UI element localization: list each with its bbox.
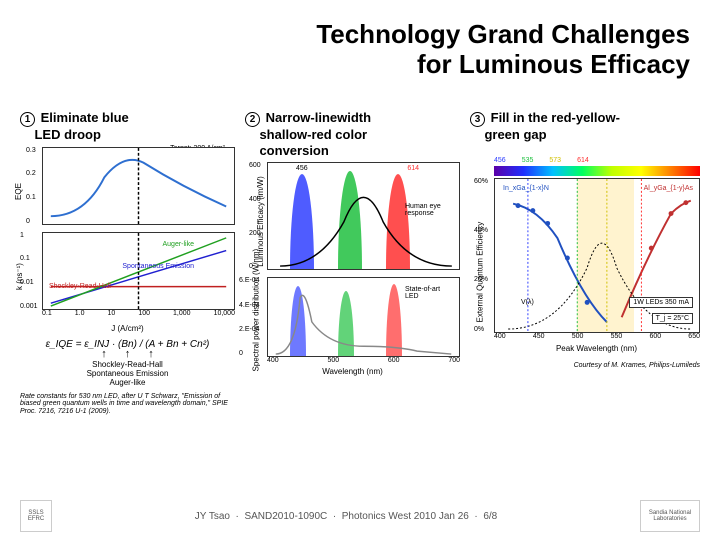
spectrum-bar (494, 166, 700, 176)
eqe-curve (43, 148, 234, 224)
col-3: 3 Fill in the red-yellow- green gap 456 … (470, 110, 700, 416)
footer-center: JY Tsao · SAND2010-1090C · Photonics Wes… (52, 511, 640, 522)
col3-yticks: 0% 20% 40% 60% (474, 178, 488, 333)
content-row: 1 Eliminate blue LED droop Target: 200 A… (20, 110, 700, 416)
col-2: 2 Narrow-linewidth shallow-red color con… (245, 110, 460, 416)
col1-bot-yticks: 1 0.1 0.01 0.001 (20, 232, 38, 310)
title-line-1: Technology Grand Challenges (316, 19, 690, 49)
col1-top-chart: Target: 200 A/cm² EQE 0.3 0.2 0.1 0 (20, 147, 235, 232)
footer: SSLS EFRC JY Tsao · SAND2010-1090C · Pho… (20, 500, 700, 532)
col2-bot-chart: Spectral power distribution (W/nm) State… (245, 277, 460, 372)
logo-sandia: Sandia National Laboratories (640, 500, 700, 532)
spont-label: Spontaneous Emission (122, 263, 194, 270)
col1-top-yticks: 0.3 0.2 0.1 0 (26, 147, 36, 225)
auger-label: Auger-like (162, 241, 194, 248)
col2-xticks: 400 500 600 700 (267, 357, 460, 364)
col1-bot-chart: k (ns⁻¹) Shockley-Read-Hall Spontaneous … (20, 232, 235, 317)
col-1: 1 Eliminate blue LED droop Target: 200 A… (20, 110, 235, 416)
col1-footnote: Rate constants for 530 nm LED, after U T… (20, 393, 235, 416)
col2-xlabel: Wavelength (nm) (322, 367, 383, 376)
circled-1: 1 (20, 112, 35, 127)
col3-marks: 456 535 573 614 (494, 157, 700, 164)
series-right: Al_yGa_{1-y}As (644, 185, 693, 192)
col1-heading: 1 Eliminate blue LED droop (20, 110, 235, 143)
led-label: State-of-art LED (405, 286, 455, 300)
col3-heading: 3 Fill in the red-yellow- green gap (470, 110, 700, 143)
title-line-2: for Luminous Efficacy (417, 49, 690, 79)
box1: 1W LEDs 350 mA (629, 297, 693, 308)
col3-xlabel: Peak Wavelength (nm) (556, 344, 637, 353)
col2-heading: 2 Narrow-linewidth shallow-red color con… (245, 110, 460, 158)
col3-credit: Courtesy of M. Krames, Philips-Lumileds (470, 362, 700, 369)
circled-2: 2 (245, 112, 260, 127)
logo-ssls: SSLS EFRC (20, 500, 52, 532)
eye-label: Human eye response (405, 203, 455, 217)
col3-xticks: 400 450 500 550 600 650 (494, 333, 700, 340)
col2-bot-yticks: 6.E-04 4.E-04 2.E-04 0 (239, 277, 260, 357)
col1-top-ylabel: EQE (14, 183, 23, 200)
box2: T_j = 25°C (652, 313, 693, 324)
col3-chart: External Quantum Efficiency In_xGa_{1-x}… (470, 178, 700, 348)
page-title: Technology Grand Challenges for Luminous… (316, 20, 690, 80)
eq-legend: Shockley-Read-Hall Spontaneous Emission … (20, 360, 235, 387)
eqe-curves (495, 179, 699, 332)
circled-3: 3 (470, 112, 485, 127)
vlambda-label: V(λ) (521, 299, 534, 306)
series-left: In_xGa_{1-x}N (503, 185, 549, 192)
rate-curves (43, 233, 234, 309)
col2-top-chart: Luminous Efficacy (lm/W) 456 614 Human e… (245, 162, 460, 277)
col1-xlabel: J (A/cm²) (111, 324, 143, 333)
srh-label: Shockley-Read-Hall (49, 283, 111, 290)
